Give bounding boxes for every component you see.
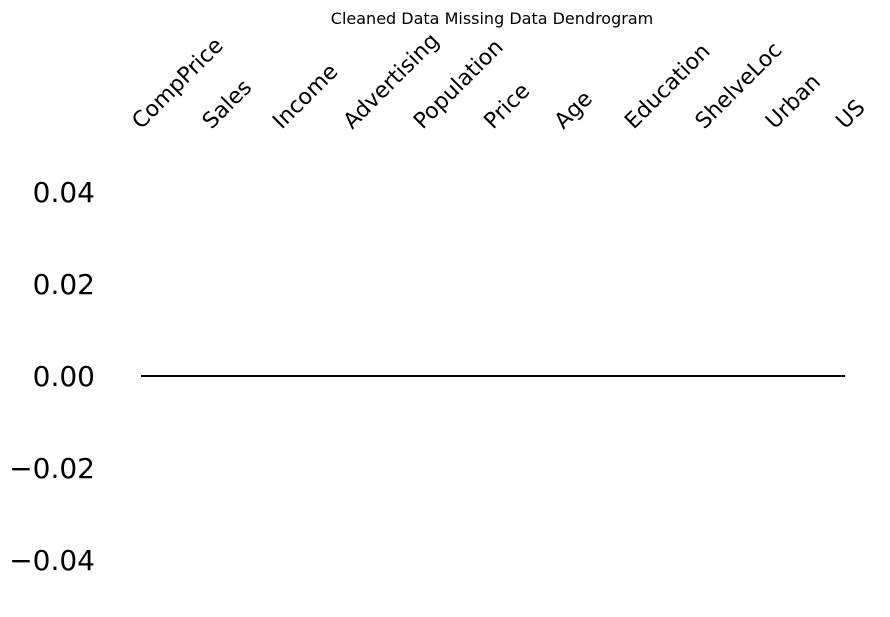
leaf-label-price: Price (480, 79, 536, 135)
leaf-label-sales: Sales (198, 75, 257, 134)
leaf-label-income: Income (268, 59, 343, 134)
y-tick-label: 0.02 (33, 268, 95, 301)
chart-title: Cleaned Data Missing Data Dendrogram (331, 9, 653, 28)
leaf-label-urban: Urban (761, 70, 826, 135)
y-tick-label: −0.04 (9, 544, 95, 577)
y-tick-label: −0.02 (9, 452, 95, 485)
y-tick-label: 0.04 (33, 176, 95, 209)
leaf-label-us: US (832, 95, 871, 134)
y-axis-ticks: 0.04 0.02 0.00 −0.02 −0.04 (9, 176, 95, 577)
y-tick-label: 0.00 (33, 360, 95, 393)
leaf-label-age: Age (550, 86, 598, 134)
